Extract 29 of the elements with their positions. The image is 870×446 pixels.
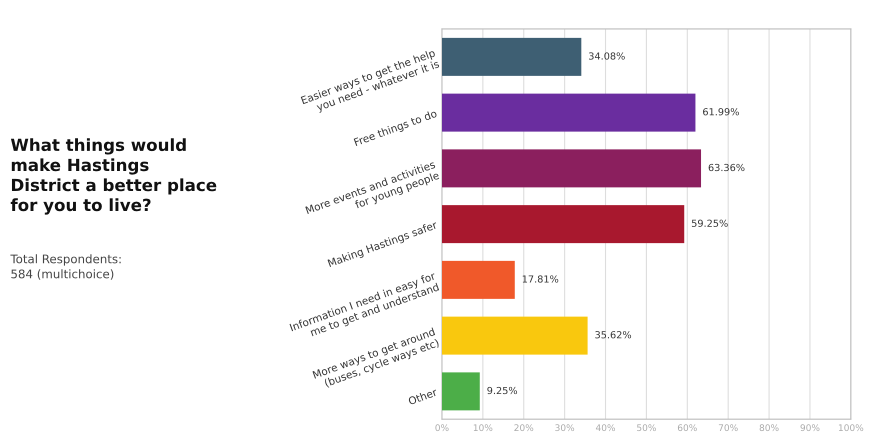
data-label: 63.36% (708, 164, 745, 172)
data-label: 34.08% (589, 52, 625, 60)
bar (442, 38, 582, 76)
x-tick-label: 90% (800, 424, 820, 432)
x-tick-label: 0% (435, 424, 449, 432)
text: What things would make Hastings District a better place for you to live? (10, 138, 216, 215)
data-label: 59.25% (692, 220, 728, 227)
x-tick-label: 10% (474, 424, 492, 432)
bar (442, 260, 515, 299)
x-tick-label: 50% (637, 424, 656, 432)
bar (442, 316, 588, 355)
x-tick-label: 40% (596, 424, 616, 432)
data-label: 35.62% (595, 331, 632, 338)
x-tick-label: 70% (718, 424, 738, 432)
y-tick-label: Free things to do (354, 109, 438, 148)
x-tick-label: 100% (838, 424, 864, 432)
bar (442, 372, 480, 410)
text: Total Respondents: 584 (multichoice) (10, 254, 121, 280)
data-label: 9.25% (487, 386, 518, 394)
x-tick-label: 30% (555, 424, 574, 432)
bar (442, 94, 696, 132)
x-tick-label: 20% (514, 424, 534, 432)
data-label: 17.81% (522, 275, 558, 283)
x-tick-label: 60% (678, 424, 697, 432)
data-label: 61.99% (703, 108, 739, 116)
y-tick-label: Other (408, 388, 438, 406)
bar (442, 205, 684, 244)
x-tick-label: 80% (760, 424, 779, 432)
bar (442, 149, 702, 188)
